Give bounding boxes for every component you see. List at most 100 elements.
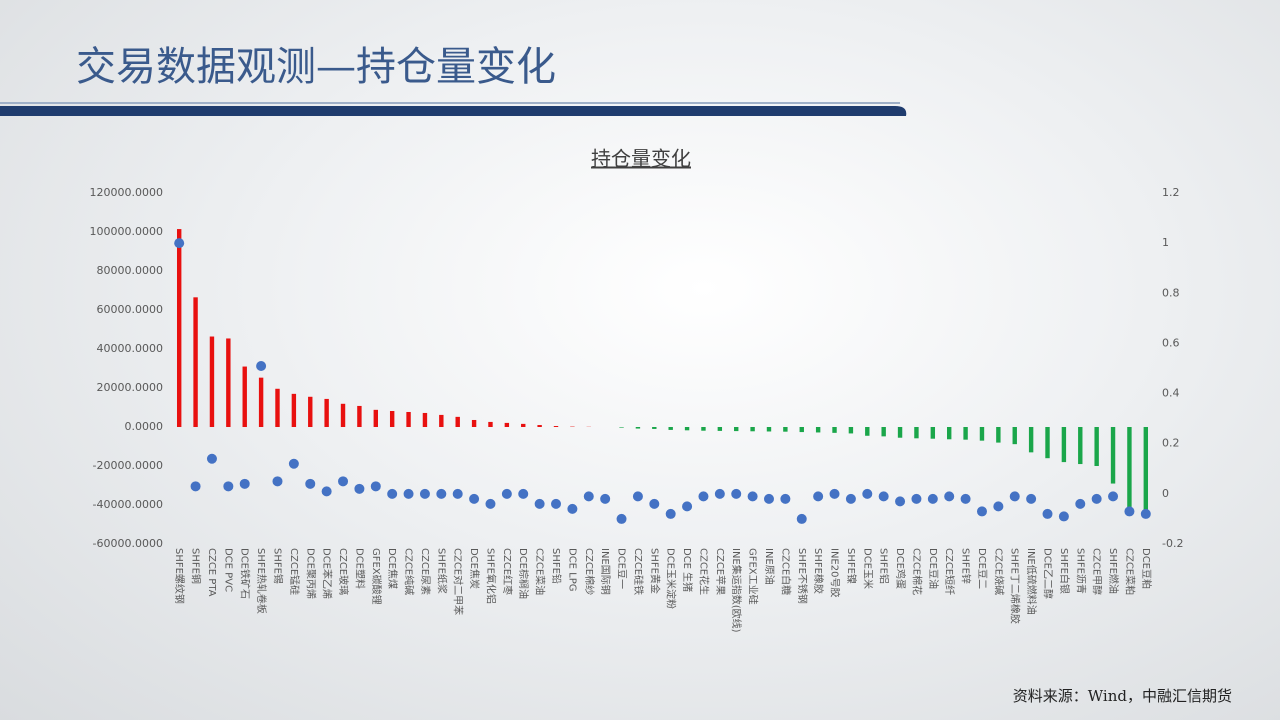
x-tick-label: SHFE燃油 [1107, 548, 1120, 594]
x-tick-label: SHFE纸浆 [435, 548, 448, 594]
bar [422, 412, 428, 427]
dot [747, 491, 758, 502]
bar [1110, 427, 1116, 484]
x-tick-label: CZCE菜油 [534, 548, 547, 595]
bar [209, 336, 215, 427]
x-tick-label: SHFE铅 [550, 548, 563, 584]
bar [324, 398, 329, 427]
dot [501, 488, 512, 499]
bar [1143, 427, 1149, 515]
x-tick-label: CZCE菜粕 [1123, 548, 1136, 595]
x-tick-label: DCE棕榈油 [517, 548, 530, 599]
dot [600, 493, 611, 504]
x-tick-label: CZCE硅铁 [632, 548, 645, 595]
bar [619, 427, 624, 428]
dot [174, 238, 185, 249]
y2-tick-label: 0.4 [1162, 387, 1180, 400]
x-tick-label: CZCE短纤 [943, 548, 956, 595]
bar [504, 422, 510, 427]
dot [206, 453, 217, 464]
bar [734, 427, 739, 432]
bar [1012, 427, 1017, 445]
x-tick-label: CZCE红枣 [501, 548, 514, 595]
bar [176, 229, 182, 427]
x-tick-label: DCE铁矿石 [239, 548, 252, 599]
x-tick-label: DCE豆油 [927, 548, 940, 589]
title-bar [0, 106, 907, 116]
bar [308, 396, 313, 427]
bar [488, 421, 493, 427]
dot [338, 476, 349, 487]
dot [567, 503, 578, 514]
x-tick-label: SHFE沥青 [1074, 548, 1087, 594]
dot [878, 491, 889, 502]
bar [553, 426, 559, 427]
x-tick-label: DCE豆一 [616, 548, 628, 589]
dot [452, 488, 463, 499]
bar [963, 427, 968, 440]
dot [632, 491, 643, 502]
x-tick-label: DCE焦煤 [386, 548, 399, 589]
dot [698, 491, 709, 502]
bar [848, 427, 854, 434]
y-tick-label: 60000.0000 [97, 303, 163, 316]
dot [763, 493, 774, 504]
y-tick-label: 0.0000 [125, 420, 164, 433]
x-tick-label: DCE苯乙烯 [321, 548, 334, 599]
y2-tick-label: -0.2 [1162, 537, 1183, 550]
dot [1009, 491, 1020, 502]
dot [796, 513, 807, 524]
bar [1127, 427, 1132, 511]
dot [649, 498, 660, 509]
x-tick-label: DCE豆粕 [1140, 548, 1153, 589]
chart-title: 持仓量变化 [591, 147, 691, 171]
dot [927, 493, 938, 504]
bar [914, 427, 919, 439]
dot [190, 481, 201, 492]
x-tick-label: SHFE橡胶 [812, 548, 825, 594]
x-tick-label: CZCE苹果 [714, 548, 727, 595]
y-tick-label: -20000.0000 [93, 459, 163, 472]
x-tick-label: CZCE棉花 [910, 548, 923, 595]
bar [979, 427, 985, 441]
x-tick-label: DCE焦炭 [468, 548, 481, 589]
dot [1042, 508, 1053, 519]
dot [518, 488, 529, 499]
y2-tick-label: 1.2 [1162, 186, 1180, 199]
dot [731, 488, 742, 499]
page-title: 交易数据观测—持仓量变化 [76, 44, 556, 90]
bar [291, 393, 297, 427]
bar [635, 427, 641, 429]
y-tick-label: -40000.0000 [93, 498, 163, 511]
dot [895, 496, 906, 507]
bar [242, 366, 247, 427]
bar [1061, 427, 1067, 463]
source-note: 资料来源：Wind，中融汇信期货 [1013, 687, 1232, 705]
dot [1075, 498, 1086, 509]
x-tick-label: DCE豆二 [976, 548, 988, 589]
dot [960, 493, 971, 504]
bar [750, 427, 755, 432]
y-tick-label: 40000.0000 [97, 342, 163, 355]
x-tick-label: DCE塑料 [353, 548, 366, 589]
dot [665, 508, 676, 519]
dot [256, 360, 267, 371]
dot [534, 498, 545, 509]
y-tick-label: 20000.0000 [97, 381, 163, 394]
bar [1094, 427, 1099, 466]
bar [684, 427, 690, 431]
x-tick-label: INE低硫燃料油 [1025, 548, 1038, 615]
y2-tick-label: 0.8 [1162, 286, 1180, 299]
x-tick-label: SHFE锡 [271, 548, 284, 584]
dot [272, 476, 283, 487]
x-tick-label: DCE玉米 [861, 548, 874, 589]
bar [996, 427, 1001, 443]
x-tick-label: CZCE甲醇 [1091, 548, 1104, 595]
x-tick-label: INE国际铜 [599, 548, 611, 595]
dot [223, 481, 234, 492]
dot [370, 481, 381, 492]
x-tick-label: DCE PVC [222, 548, 233, 592]
bar [947, 427, 952, 440]
